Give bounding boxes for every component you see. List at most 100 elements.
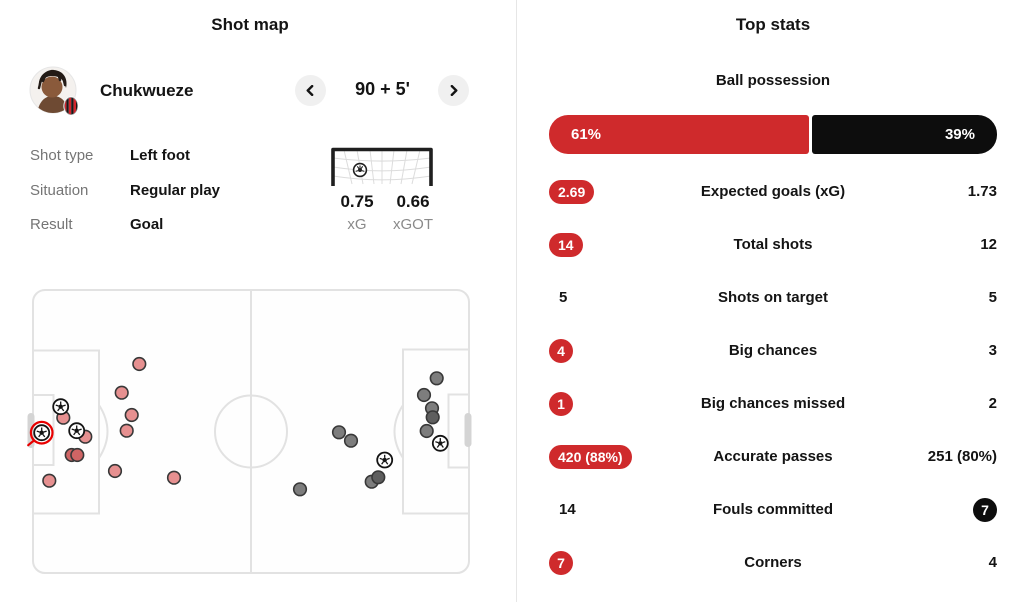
- stat-away-value: 5: [988, 289, 997, 306]
- stat-away-cell: 5: [885, 289, 997, 306]
- detail-value: Left foot: [130, 147, 190, 164]
- stat-home-cell: 14: [549, 232, 661, 257]
- column-divider: [516, 0, 517, 602]
- detail-row-situation: Situation Regular play: [30, 182, 320, 202]
- stat-away-value: 1.73: [967, 183, 997, 200]
- shot-marker[interactable]: [425, 410, 440, 425]
- stat-label: Shots on target: [717, 289, 828, 306]
- possession-away-value: 39%: [944, 126, 975, 143]
- possession-bar: 61% 39%: [549, 115, 997, 154]
- stat-home-value: 14: [549, 232, 583, 257]
- stat-label: Fouls committed: [712, 501, 833, 518]
- stat-away-cell: 12: [885, 236, 997, 253]
- stat-label: Big chances missed: [700, 395, 846, 412]
- xg-value: 0.75: [340, 192, 374, 211]
- stat-row: 7 Corners 4: [549, 536, 997, 589]
- stat-away-cell: 251 (80%): [885, 448, 997, 465]
- shot-marker[interactable]: [292, 482, 308, 497]
- player-avatar: [29, 66, 79, 116]
- stat-away-value: 4: [988, 554, 997, 571]
- stat-home-value: 420 (88%): [549, 444, 632, 469]
- xg-label: xG: [347, 216, 367, 233]
- shot-marker[interactable]: [119, 423, 134, 438]
- stat-label: Total shots: [733, 236, 813, 253]
- chevron-right-icon: [450, 85, 458, 96]
- goal-shot-marker[interactable]: [68, 422, 86, 440]
- detail-row-shot-type: Shot type Left foot: [30, 147, 320, 167]
- stat-away-cell: 1.73: [885, 183, 997, 200]
- stat-home-value: 7: [549, 550, 573, 575]
- stat-label: Expected goals (xG): [700, 183, 846, 200]
- stat-home-value: 4: [549, 338, 573, 363]
- stat-home-cell: 14: [549, 501, 661, 518]
- stat-row: 4 Big chances 3: [549, 324, 997, 377]
- possession-home-segment: 61%: [549, 115, 809, 154]
- shot-marker[interactable]: [42, 473, 57, 488]
- possession-away-segment: 39%: [812, 115, 997, 154]
- stat-home-cell: 5: [549, 289, 661, 306]
- detail-label: Situation: [30, 182, 89, 199]
- prev-shot-button[interactable]: [295, 75, 326, 106]
- goal-shot-marker[interactable]: [376, 451, 394, 469]
- stat-away-value: 251 (80%): [927, 448, 997, 465]
- xgot-label: xGOT: [393, 216, 433, 233]
- goal-shot-marker[interactable]: [431, 434, 449, 452]
- shot-marker[interactable]: [343, 433, 359, 448]
- stat-home-cell: 7: [549, 550, 661, 575]
- shot-marker[interactable]: [429, 371, 444, 386]
- detail-value: Regular play: [130, 182, 221, 199]
- shot-marker[interactable]: [107, 463, 123, 479]
- stat-home-cell: 1: [549, 391, 661, 416]
- stat-home-value: 1: [549, 391, 573, 416]
- goal-mouth-inset: [330, 146, 434, 191]
- detail-row-result: Result Goal: [30, 216, 320, 236]
- pitch-lines: [32, 289, 470, 574]
- shot-marker[interactable]: [331, 425, 347, 440]
- detail-value: Goal: [130, 216, 164, 233]
- chevron-left-icon: [306, 85, 314, 96]
- xgot-value: 0.66: [396, 192, 430, 211]
- ball-in-goal-icon: [352, 162, 368, 178]
- stat-label: Accurate passes: [713, 448, 833, 465]
- stat-label: Corners: [744, 554, 802, 571]
- stat-row: 14 Total shots 12: [549, 218, 997, 271]
- stat-away-cell: 4: [885, 554, 997, 571]
- shot-marker[interactable]: [371, 470, 386, 485]
- stat-away-cell: 3: [885, 342, 997, 359]
- right-goal-marker: [464, 413, 472, 447]
- shot-marker[interactable]: [166, 470, 182, 485]
- goal-frame: [331, 147, 433, 186]
- stat-row: 420 (88%) Accurate passes 251 (80%): [549, 430, 997, 483]
- ac-milan-crest-icon: [63, 96, 79, 116]
- stat-home-cell: 4: [549, 338, 661, 363]
- shot-marker[interactable]: [114, 385, 129, 400]
- shot-marker[interactable]: [132, 356, 147, 372]
- stat-home-cell: 420 (88%): [549, 444, 661, 469]
- goal-shot-marker[interactable]: [52, 398, 70, 416]
- shot-marker[interactable]: [416, 387, 432, 403]
- shot-marker[interactable]: [70, 447, 85, 463]
- stat-away-value: 12: [980, 236, 997, 253]
- shot-marker[interactable]: [124, 407, 139, 423]
- stat-row: 1 Big chances missed 2: [549, 377, 997, 430]
- stat-away-value: 7: [973, 497, 997, 522]
- player-name: Chukwueze: [100, 81, 194, 100]
- stat-label: Big chances: [728, 342, 818, 359]
- stat-row: 14 Fouls committed 7: [549, 483, 997, 536]
- goal-net: [332, 149, 432, 185]
- stat-away-cell: 7: [885, 497, 997, 522]
- stat-home-value: 2.69: [549, 179, 595, 204]
- stat-home-value: 14: [559, 501, 576, 518]
- stat-home-value: 5: [559, 289, 568, 306]
- stat-row: 2.69 Expected goals (xG) 1.73: [549, 165, 997, 218]
- detail-label: Result: [30, 216, 73, 233]
- shot-minute: 90 + 5': [355, 79, 410, 99]
- shot-map-title: Shot map: [211, 15, 289, 34]
- next-shot-button[interactable]: [438, 75, 469, 106]
- possession-home-value: 61%: [571, 126, 602, 143]
- selected-shot-marker[interactable]: [27, 420, 54, 447]
- possession-label: Ball possession: [715, 72, 831, 89]
- shot-marker[interactable]: [419, 423, 434, 439]
